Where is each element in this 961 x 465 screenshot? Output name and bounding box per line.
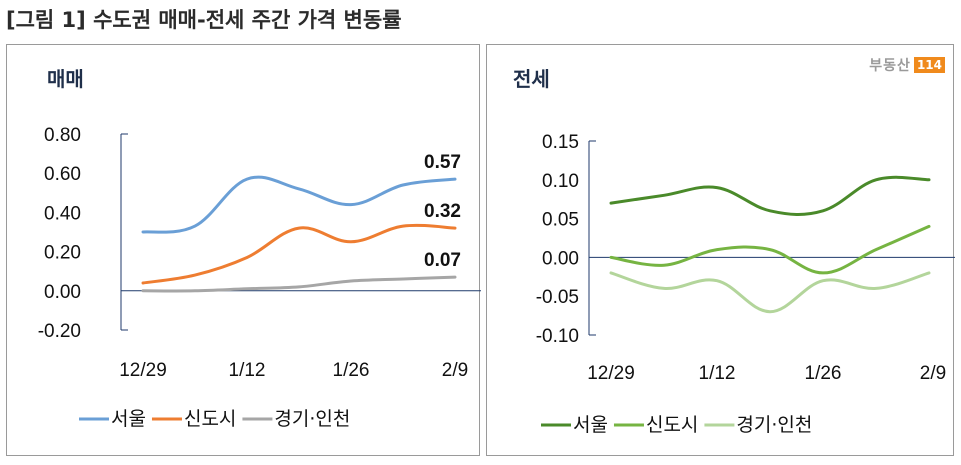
sale-x-tick-label: 2/9 <box>442 360 468 381</box>
jeonse-y-tick-label: -0.10 <box>536 326 579 347</box>
logo-number: 114 <box>913 57 945 73</box>
sale-y-tick-label: 0.20 <box>44 243 81 264</box>
jeonse-chart-panel: 전세 부동산 114 0.15 0.10 0.05 0.00 -0.05 -0.10 12/… <box>486 44 955 456</box>
jeonse-series-line-3 <box>609 271 931 314</box>
jeonse-x-tick-label: 2/9 <box>920 363 946 384</box>
jeonse-chart: 0.15 0.10 0.05 0.00 -0.05 -0.10 12/29 1/12 1/26 2… <box>536 132 955 436</box>
sale-x-tick-label: 12/29 <box>119 360 167 381</box>
sale-series-line-2 <box>141 223 457 285</box>
jeonse-y-tick-label: 0.05 <box>542 210 579 231</box>
sale-y-tick-label: 0.40 <box>44 203 81 224</box>
jeonse-legend-label-2: 신도시 <box>646 414 698 436</box>
sale-series-line-3 <box>141 275 457 293</box>
sale-legend-label-3: 경기·인천 <box>274 408 350 430</box>
sale-series-line-1 <box>141 175 457 234</box>
sale-y-tick-label: 0.00 <box>44 282 81 303</box>
sale-y-tick-label: 0.80 <box>44 125 81 146</box>
jeonse-series-line-1 <box>609 175 931 216</box>
figure-title: [그림 1] 수도권 매매-전세 주간 가격 변동률 <box>6 8 402 32</box>
sale-y-tick-label: -0.20 <box>38 321 81 342</box>
sale-x-tick-label: 1/26 <box>333 360 370 381</box>
logo-text: 부동산 <box>869 58 911 74</box>
sale-legend-label-1: 서울 <box>111 408 146 430</box>
jeonse-x-tick-label: 12/29 <box>587 363 635 384</box>
jeonse-x-tick-label: 1/26 <box>805 363 842 384</box>
jeonse-x-tick-label: 1/12 <box>699 363 736 384</box>
jeonse-legend-label-1: 서울 <box>573 414 608 436</box>
sale-chart-panel: 매매 0.80 0.60 0.40 0.20 0.00 -0.20 12/29 1/12 1/2… <box>6 44 481 456</box>
sale-chart: 0.80 0.60 0.40 0.20 0.00 -0.20 12/29 1/12 1/26 2/… <box>38 125 481 430</box>
jeonse-chart-title: 전세 <box>513 67 550 91</box>
sale-legend-label-2: 신도시 <box>184 408 236 430</box>
jeonse-legend-label-3: 경기·인천 <box>736 414 812 436</box>
sale-data-label-2: 0.32 <box>424 201 461 222</box>
jeonse-y-tick-label: 0.15 <box>542 132 579 153</box>
jeonse-y-tick-label: 0.10 <box>542 171 579 192</box>
sale-y-tick-label: 0.60 <box>44 164 81 185</box>
sale-data-label-1: 0.57 <box>424 152 461 173</box>
jeonse-y-tick-label: -0.05 <box>536 287 579 308</box>
sale-chart-title: 매매 <box>47 67 84 91</box>
sale-data-label-3: 0.07 <box>424 250 461 271</box>
jeonse-series-line-2 <box>609 224 931 275</box>
brand-logo: 부동산 114 <box>869 55 945 75</box>
sale-x-tick-label: 1/12 <box>229 360 266 381</box>
jeonse-y-tick-label: 0.00 <box>542 248 579 269</box>
